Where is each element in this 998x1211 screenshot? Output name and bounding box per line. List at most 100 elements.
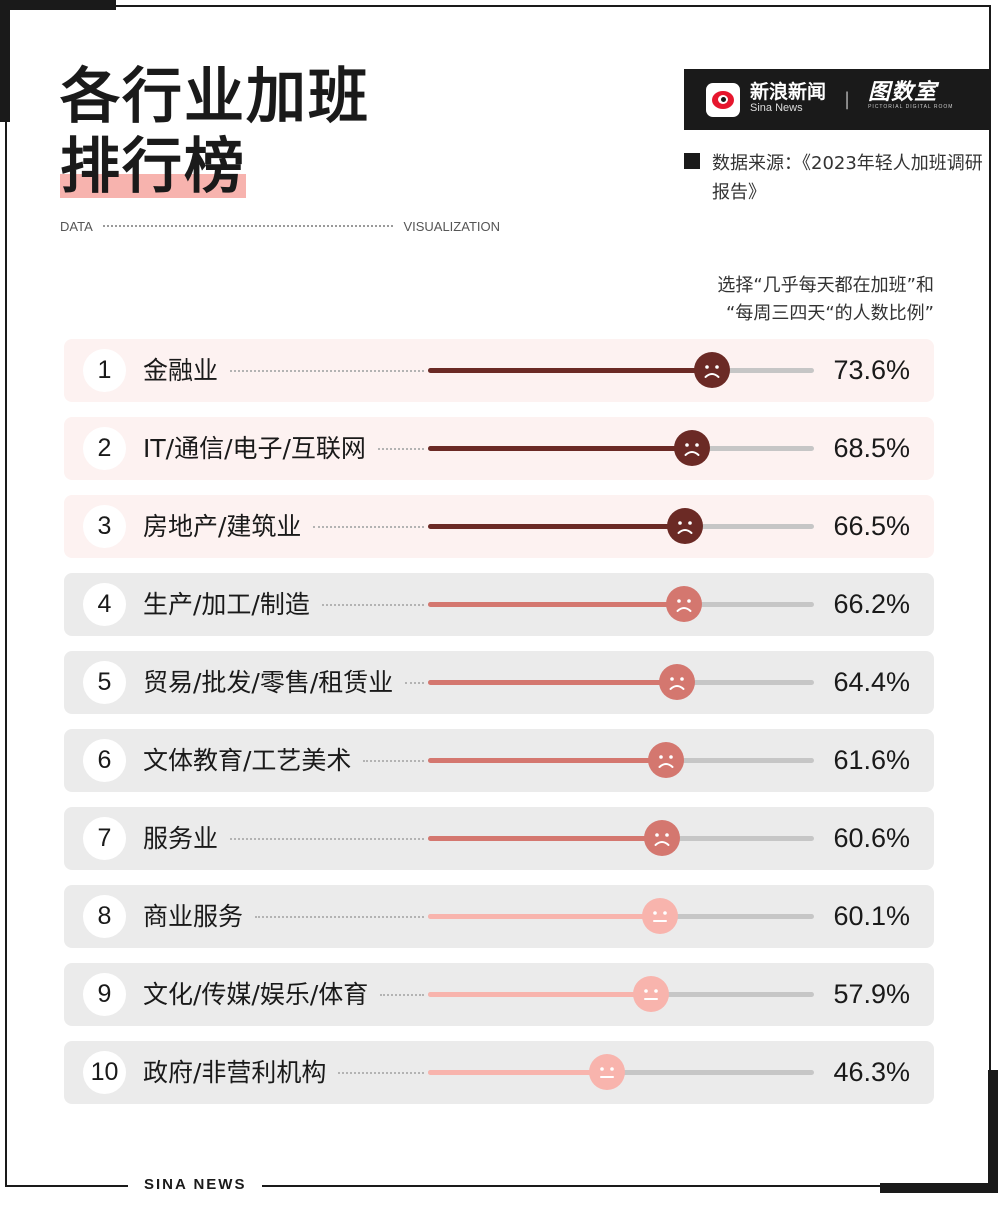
rank-badge: 8 (83, 895, 126, 938)
rank-badge: 1 (83, 349, 126, 392)
sad-face-icon (667, 508, 703, 544)
tagline-left: DATA (60, 218, 93, 234)
value-label: 66.5% (833, 511, 910, 541)
value-label: 60.6% (833, 823, 910, 853)
value-label: 73.6% (833, 355, 910, 385)
page-title-line1: 各行业加班 (60, 62, 370, 132)
chart-row: 3 房地产/建筑业 66.5% (64, 495, 934, 558)
leader-dots (405, 682, 424, 684)
brand-sina-cn: 新浪新闻 (750, 80, 827, 103)
chart-row: 7 服务业 60.6% (64, 807, 934, 870)
value-label: 64.4% (833, 667, 910, 697)
sad-face-icon (674, 430, 710, 466)
data-source: 数据来源：《2023年轻人加班调研报告》 (684, 149, 984, 207)
chart-row: 9 文化/传媒/娱乐/体育 57.9% (64, 963, 934, 1026)
rank-badge: 5 (83, 661, 126, 704)
bar-fill (428, 524, 685, 529)
chart-note-line2: “每周三四天“的人数比例” (726, 303, 934, 324)
frame-corner-bottom-right (880, 1183, 998, 1193)
sad-face-icon (659, 664, 695, 700)
sad-face-icon (648, 742, 684, 778)
category-label: 生产/加工/制造 (143, 590, 310, 619)
data-visualization-tagline: DATA VISUALIZATION (60, 218, 500, 234)
brand-separator: | (844, 89, 851, 110)
leader-dots (380, 994, 424, 996)
value-label: 68.5% (833, 433, 910, 463)
bar-fill (428, 914, 660, 919)
bar-fill (428, 992, 651, 997)
frame-left-line (5, 5, 7, 1187)
tagline-right: VISUALIZATION (403, 218, 500, 234)
rank-badge: 3 (83, 505, 126, 548)
bar-fill (428, 446, 692, 451)
chart-row: 6 文体教育/工艺美术 61.6% (64, 729, 934, 792)
source-text: 数据来源：《2023年轻人加班调研报告》 (712, 153, 983, 203)
leader-dots (313, 526, 424, 528)
chart-row: 1 金融业 73.6% (64, 339, 934, 402)
tagline-dotted-line (102, 225, 394, 227)
chart-row: 5 贸易/批发/零售/租赁业 64.4% (64, 651, 934, 714)
value-label: 60.1% (833, 901, 910, 931)
frame-right-line (989, 5, 991, 1075)
category-label: 房地产/建筑业 (143, 512, 302, 541)
brand-bar: 新浪新闻 Sina News | 图数室 PICTORIAL DIGITAL R… (684, 69, 990, 130)
frame-corner-top-left (0, 0, 116, 10)
leader-dots (230, 370, 424, 372)
frame-bottom-line (5, 1185, 990, 1187)
leader-dots (363, 760, 424, 762)
neutral-face-icon (633, 976, 669, 1012)
chart-note-line1: 选择“几乎每天都在加班”和 (717, 275, 934, 296)
value-label: 57.9% (833, 979, 910, 1009)
category-label: 服务业 (143, 824, 219, 853)
rank-badge: 6 (83, 739, 126, 782)
brand-sina-en: Sina News (750, 101, 803, 114)
title-highlight (60, 174, 246, 198)
chart-row: 10 政府/非营利机构 46.3% (64, 1041, 934, 1104)
leader-dots (338, 1072, 424, 1074)
sad-face-icon (666, 586, 702, 622)
neutral-face-icon (589, 1054, 625, 1090)
neutral-face-icon (642, 898, 678, 934)
category-label: 金融业 (143, 356, 219, 385)
category-label: 文化/传媒/娱乐/体育 (143, 980, 369, 1009)
footer-brand: SINA NEWS (128, 1176, 263, 1193)
value-label: 46.3% (833, 1057, 910, 1087)
rank-badge: 2 (83, 427, 126, 470)
category-label: 文体教育/工艺美术 (143, 746, 352, 775)
brand-room-logo: 图数室 PICTORIAL DIGITAL ROOM (868, 79, 954, 114)
chart-row: 2 IT/通信/电子/互联网 68.5% (64, 417, 934, 480)
sad-face-icon (694, 352, 730, 388)
frame-corner-bottom-right-v (988, 1070, 998, 1193)
category-label: IT/通信/电子/互联网 (143, 434, 366, 463)
leader-dots (230, 838, 424, 840)
sina-logo-icon (706, 82, 740, 117)
leader-dots (378, 448, 424, 450)
category-label: 商业服务 (143, 902, 244, 931)
leader-dots (255, 916, 424, 918)
chart-row: 8 商业服务 60.1% (64, 885, 934, 948)
brand-room-en: PICTORIAL DIGITAL ROOM (868, 103, 954, 110)
sad-face-icon (644, 820, 680, 856)
frame-top-line (110, 5, 990, 7)
bar-fill (428, 758, 666, 763)
chart-row: 4 生产/加工/制造 66.2% (64, 573, 934, 636)
value-label: 66.2% (833, 589, 910, 619)
rank-badge: 4 (83, 583, 126, 626)
bar-fill (428, 368, 712, 373)
rank-badge: 7 (83, 817, 126, 860)
rank-badge: 10 (83, 1051, 126, 1094)
rank-badge: 9 (83, 973, 126, 1016)
page-title-line2: 排行榜 (60, 132, 246, 202)
bar-fill (428, 1070, 607, 1075)
value-label: 61.6% (833, 745, 910, 775)
brand-room-cn: 图数室 (868, 79, 938, 105)
leader-dots (322, 604, 424, 606)
category-label: 政府/非营利机构 (143, 1058, 327, 1087)
bar-fill (428, 836, 662, 841)
bar-fill (428, 680, 677, 685)
chart-note: 选择“几乎每天都在加班”和 “每周三四天“的人数比例” (634, 272, 934, 328)
bar-fill (428, 602, 684, 607)
source-square-icon (684, 153, 700, 169)
category-label: 贸易/批发/零售/租赁业 (143, 668, 394, 697)
frame-corner-top-left-v (0, 0, 10, 122)
